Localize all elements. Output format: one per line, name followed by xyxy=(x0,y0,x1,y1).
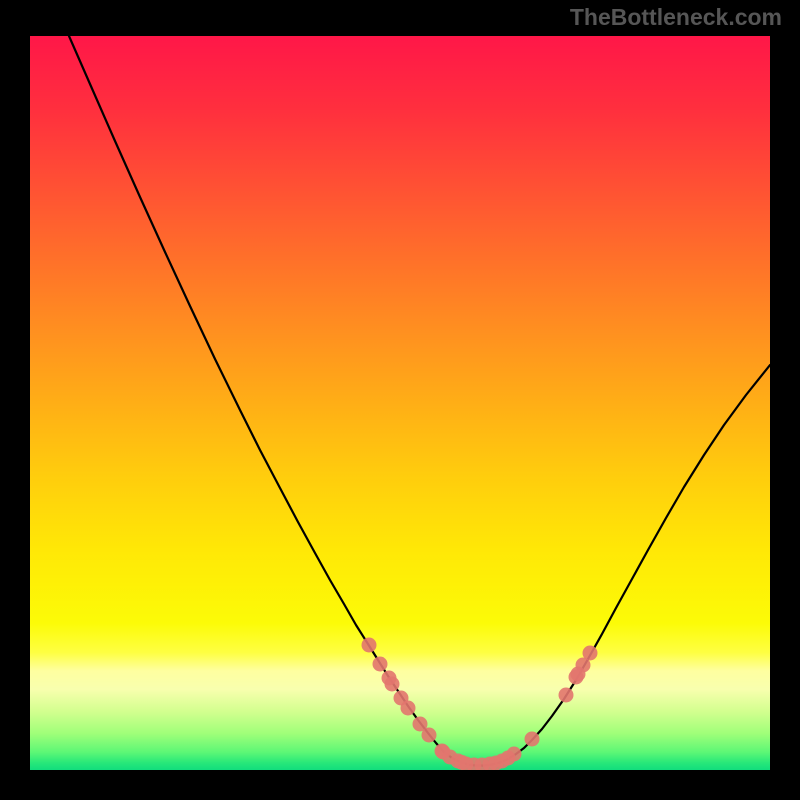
marker-point xyxy=(507,747,522,762)
marker-point xyxy=(362,638,377,653)
marker-point xyxy=(401,701,416,716)
marker-point xyxy=(525,732,540,747)
plot-area xyxy=(30,36,770,770)
marker-point xyxy=(373,657,388,672)
marker-point xyxy=(559,688,574,703)
marker-point xyxy=(385,677,400,692)
marker-point xyxy=(422,728,437,743)
chart-svg xyxy=(30,36,770,770)
marker-point xyxy=(583,646,598,661)
gradient-background xyxy=(30,36,770,770)
chart-frame: TheBottleneck.com xyxy=(0,0,800,800)
watermark-text: TheBottleneck.com xyxy=(570,4,782,31)
